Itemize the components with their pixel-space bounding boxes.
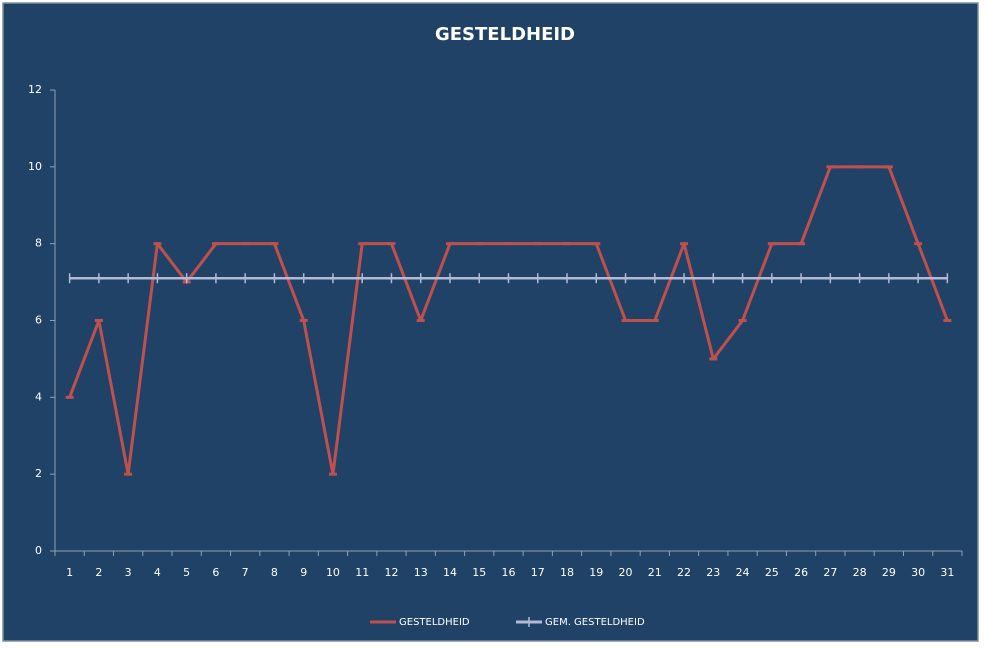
- x-tick-label: 25: [765, 566, 779, 579]
- x-tick-label: 15: [472, 566, 486, 579]
- chart-title: GESTELDHEID: [435, 24, 575, 45]
- x-tick-label: 22: [677, 566, 691, 579]
- x-tick-label: 10: [326, 566, 340, 579]
- x-tick-label: 9: [300, 566, 307, 579]
- x-tick-label: 14: [443, 566, 457, 579]
- y-tick-label: 0: [35, 544, 42, 557]
- y-tick-label: 2: [35, 467, 42, 480]
- y-tick-label: 4: [35, 390, 42, 403]
- x-tick-label: 28: [853, 566, 867, 579]
- x-tick-label: 11: [355, 566, 369, 579]
- x-tick-label: 26: [794, 566, 808, 579]
- y-tick-label: 10: [28, 160, 42, 173]
- legend-label: GEM. GESTELDHEID: [545, 617, 645, 628]
- x-tick-label: 20: [619, 566, 633, 579]
- x-tick-label: 24: [736, 566, 750, 579]
- chart-background: [2, 2, 979, 642]
- x-tick-label: 6: [212, 566, 219, 579]
- x-tick-label: 21: [648, 566, 662, 579]
- x-tick-label: 30: [911, 566, 925, 579]
- legend-label: GESTELDHEID: [399, 617, 470, 628]
- x-tick-label: 16: [502, 566, 516, 579]
- y-tick-label: 6: [35, 314, 42, 327]
- x-tick-label: 18: [560, 566, 574, 579]
- x-tick-label: 23: [706, 566, 720, 579]
- x-tick-label: 29: [882, 566, 896, 579]
- x-tick-label: 5: [183, 566, 190, 579]
- y-tick-label: 8: [35, 237, 42, 250]
- x-tick-label: 3: [125, 566, 132, 579]
- x-tick-label: 7: [242, 566, 249, 579]
- x-tick-label: 12: [384, 566, 398, 579]
- x-tick-label: 1: [66, 566, 73, 579]
- x-tick-label: 13: [414, 566, 428, 579]
- x-tick-label: 4: [154, 566, 161, 579]
- x-tick-label: 31: [940, 566, 954, 579]
- x-tick-label: 2: [95, 566, 102, 579]
- x-tick-label: 27: [823, 566, 837, 579]
- x-tick-label: 19: [589, 566, 603, 579]
- x-tick-label: 17: [531, 566, 545, 579]
- y-tick-label: 12: [28, 83, 42, 96]
- x-tick-label: 8: [271, 566, 278, 579]
